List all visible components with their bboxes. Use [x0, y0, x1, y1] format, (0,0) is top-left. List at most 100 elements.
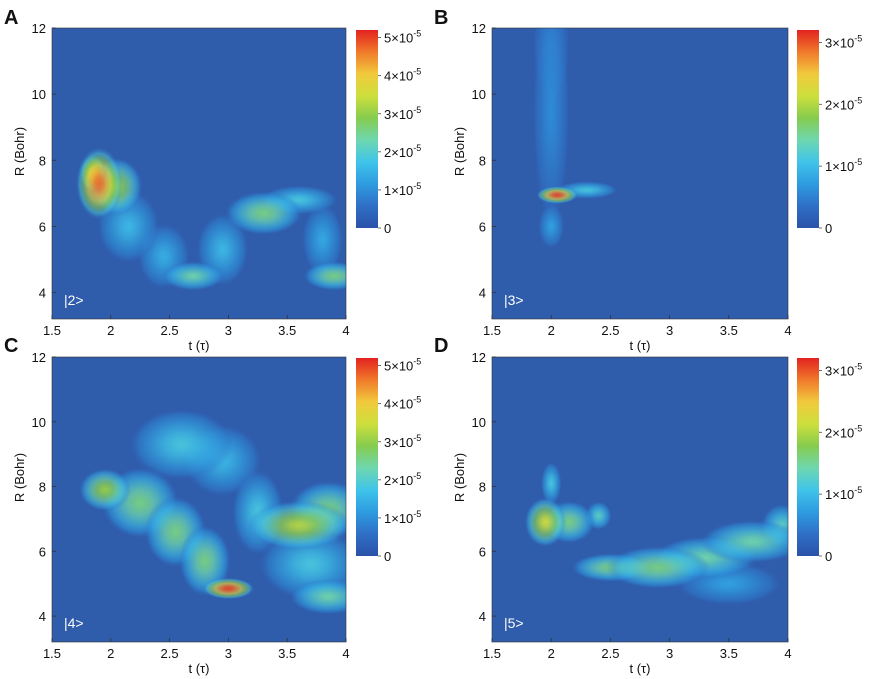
x-tick-label: 1.5	[43, 646, 61, 661]
panel-letter: D	[434, 335, 448, 357]
y-tick-label: 4	[479, 286, 486, 301]
heatmap-layer	[79, 408, 346, 615]
heatmap-feature	[540, 461, 562, 505]
x-tick-label: 1.5	[483, 646, 501, 661]
x-tick-label: 3	[666, 323, 673, 338]
y-tick-label: 6	[479, 544, 486, 559]
y-axis-label: R (Bohr)	[452, 453, 467, 502]
y-tick-label: 8	[39, 480, 46, 495]
x-axis: 1.5 2 2.5 3 3.5 4 t (τ)	[483, 638, 792, 676]
heatmap-feature	[79, 468, 131, 512]
colorbar-tick-label: 0	[825, 221, 832, 236]
x-tick-label: 4	[342, 646, 349, 661]
heatmap-layer	[524, 461, 788, 606]
y-axis-label: R (Bohr)	[12, 127, 27, 176]
colorbar-tick-label: 0	[825, 549, 832, 564]
heatmap-feature	[532, 28, 570, 228]
panel-b: 1.5 2 2.5 3 3.5 4 t (τ) 4 6 8 10 12 R (Bohr) B |3> 0 1×1…	[434, 7, 862, 353]
x-tick-label: 3	[225, 323, 232, 338]
y-axis: 4 6 8 10 12 R (Bohr)	[12, 350, 56, 624]
y-tick-label: 10	[32, 87, 46, 102]
colorbar-tick-label: 2×10-5	[384, 471, 421, 488]
colorbar-tick-label: 3×10-5	[384, 433, 421, 450]
x-tick-label: 4	[784, 323, 791, 338]
x-tick-label: 1.5	[483, 323, 501, 338]
y-tick-label: 10	[32, 415, 46, 430]
panel-letter: C	[4, 335, 18, 357]
x-tick-label: 4	[784, 646, 791, 661]
x-tick-label: 3.5	[278, 646, 296, 661]
y-axis: 4 6 8 10 12 R (Bohr)	[12, 21, 56, 301]
y-tick-label: 12	[32, 21, 46, 36]
colorbar-tick-label: 4×10-5	[384, 67, 421, 84]
y-tick-label: 6	[39, 219, 46, 234]
panel-a: 1.5 2 2.5 3 3.5 4 t (τ) 4 6 8 10 12 R (Bohr) A |2> 0 1×1…	[4, 7, 421, 353]
y-axis: 4 6 8 10 12 R (Bohr)	[452, 350, 496, 624]
colorbar-tick-label: 2×10-5	[825, 95, 862, 112]
heatmap-layer	[75, 147, 346, 291]
x-tick-label: 3.5	[720, 323, 738, 338]
x-tick-label: 1.5	[43, 323, 61, 338]
x-axis-label: t (τ)	[188, 338, 209, 353]
y-tick-label: 12	[472, 350, 486, 365]
heatmap-feature	[202, 577, 255, 600]
colorbar-tick-label: 1×10-5	[825, 157, 862, 174]
colorbar: 0 1×10-5 2×10-5 3×10-5 4×10-5 5×10-5	[356, 29, 421, 236]
panel-letter: A	[4, 7, 18, 29]
y-tick-label: 8	[479, 153, 486, 168]
colorbar-fill	[356, 358, 378, 556]
heatmap-feature	[224, 191, 303, 236]
y-tick-label: 10	[472, 87, 486, 102]
colorbar-tick-label: 0	[384, 221, 391, 236]
y-tick-label: 6	[39, 544, 46, 559]
y-axis-label: R (Bohr)	[452, 127, 467, 176]
colorbar: 0 1×10-5 2×10-5 3×10-5 4×10-5 5×10-5	[356, 357, 421, 564]
x-tick-label: 3	[666, 646, 673, 661]
colorbar-fill	[356, 30, 378, 228]
heatmap-feature	[301, 203, 344, 277]
x-tick-label: 2.5	[601, 323, 619, 338]
colorbar-tick-label: 3×10-5	[825, 33, 862, 50]
x-tick-label: 2	[548, 323, 555, 338]
state-label: |5>	[504, 615, 524, 631]
colorbar-tick-label: 1×10-5	[384, 509, 421, 526]
panel-letter: B	[434, 7, 448, 29]
colorbar-fill	[797, 358, 819, 556]
heatmap-feature	[605, 546, 710, 589]
x-axis-label: t (τ)	[629, 338, 650, 353]
colorbar: 0 1×10-5 2×10-5 3×10-5	[797, 30, 862, 236]
heatmap-feature	[162, 261, 225, 291]
heatmap-feature	[129, 408, 234, 481]
colorbar-tick-label: 3×10-5	[825, 361, 862, 378]
heatmap-feature	[289, 578, 346, 615]
heatmap-feature	[700, 520, 788, 563]
colorbar-tick-label: 5×10-5	[384, 29, 421, 46]
plot-frame	[51, 356, 347, 643]
y-tick-label: 10	[472, 415, 486, 430]
x-tick-label: 2	[107, 323, 114, 338]
heatmap-feature	[538, 204, 565, 249]
panel-d: 1.5 2 2.5 3 3.5 4 t (τ) 4 6 8 10 12 R (Bohr) D |5> 0 1×1…	[434, 335, 862, 676]
heatmap-feature	[303, 261, 346, 291]
plot-frame	[51, 27, 347, 320]
y-tick-label: 4	[39, 286, 46, 301]
x-axis: 1.5 2 2.5 3 3.5 4 t (τ)	[43, 638, 350, 676]
heatmap-feature	[247, 500, 346, 551]
y-axis: 4 6 8 10 12 R (Bohr)	[452, 21, 496, 301]
state-label: |3>	[504, 292, 524, 308]
y-tick-label: 6	[479, 219, 486, 234]
state-label: |4>	[64, 615, 84, 631]
colorbar-tick-label: 1×10-5	[825, 485, 862, 502]
x-axis-label: t (τ)	[629, 661, 650, 676]
colorbar-tick-label: 2×10-5	[384, 143, 421, 160]
y-axis-label: R (Bohr)	[12, 453, 27, 502]
x-tick-label: 2	[548, 646, 555, 661]
panel-c: 1.5 2 2.5 3 3.5 4 t (τ) 4 6 8 10 12 R (Bohr) C |4> 0 1×1…	[4, 335, 421, 676]
x-tick-label: 2.5	[161, 646, 179, 661]
y-tick-label: 4	[39, 609, 46, 624]
heatmap-feature	[536, 186, 578, 204]
x-tick-label: 3.5	[720, 646, 738, 661]
x-tick-label: 3.5	[278, 323, 296, 338]
x-tick-label: 2	[107, 646, 114, 661]
